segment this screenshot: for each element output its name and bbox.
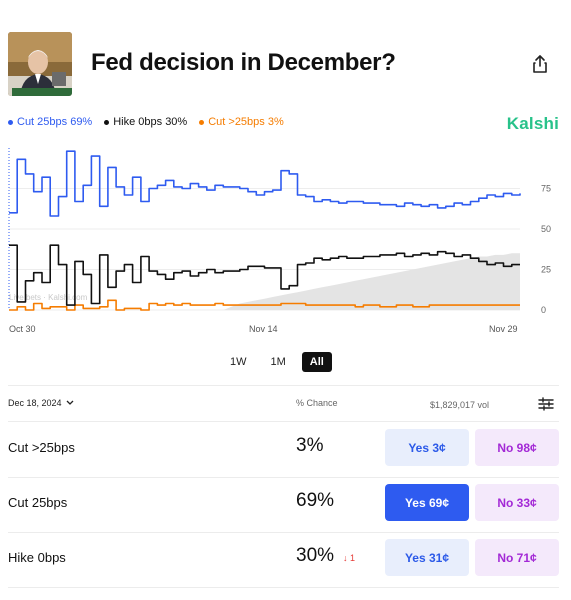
chart-watermark: Live bets · Kalshi.com <box>9 293 88 302</box>
x-tick-label: Oct 30 <box>9 324 36 334</box>
range-1w-button[interactable]: 1W <box>222 352 255 372</box>
divider <box>8 587 559 588</box>
range-all-button[interactable]: All <box>301 352 332 372</box>
volume-label: $1,829,017 vol <box>430 400 490 410</box>
legend-dot <box>8 119 13 125</box>
series-line <box>9 299 520 311</box>
divider <box>8 385 559 386</box>
outcomes-table-header: Dec 18, 2024 % Chance $1,829,017 vol <box>8 396 559 414</box>
buy-yes-button[interactable]: Yes 31¢ <box>385 539 469 576</box>
legend-item-cut-gt25: Cut >25bps 3% <box>199 116 284 128</box>
series-line <box>9 244 520 306</box>
price-chart-svg[interactable]: 75 50 25 0 Live bets · Kalshi.com Oct 30 Nov 1… <box>0 140 571 340</box>
range-1m-button[interactable]: 1M <box>263 352 294 372</box>
outcome-name: Hike 0bps <box>8 550 66 565</box>
legend-label: Hike 0bps 30% <box>113 116 188 128</box>
divider <box>8 421 559 422</box>
time-range-selector: 1W 1M All <box>222 352 332 372</box>
buy-yes-button[interactable]: Yes 3¢ <box>385 429 469 466</box>
legend-dot <box>199 119 205 125</box>
kalshi-logo: Kalshi <box>506 114 559 133</box>
y-tick-label: 75 <box>541 184 551 194</box>
chance-change: ↓ 1 <box>343 553 356 563</box>
price-chart[interactable]: 75 50 25 0 Live bets · Kalshi.com Oct 30 Nov 1… <box>0 140 571 340</box>
chevron-down-icon <box>66 400 74 405</box>
buy-no-button[interactable]: No 71¢ <box>475 539 559 576</box>
divider <box>8 477 559 478</box>
buy-no-button[interactable]: No 98¢ <box>475 429 559 466</box>
buy-no-button[interactable]: No 33¢ <box>475 484 559 521</box>
filter-sliders-icon[interactable] <box>538 396 554 412</box>
outcome-name: Cut >25bps <box>8 440 75 455</box>
y-tick-label: 0 <box>541 305 546 315</box>
outcome-chance: 3% <box>296 435 324 456</box>
legend-item-hike-0: Hike 0bps 30% <box>104 116 187 128</box>
series-line <box>9 150 521 217</box>
outcome-chance: 30% <box>296 545 335 566</box>
outcome-name: Cut 25bps <box>8 495 68 510</box>
legend-label: Cut >25bps 3% <box>208 116 284 128</box>
y-tick-label: 25 <box>541 265 551 275</box>
outcome-row-cut-gt25: Cut >25bps 3% Yes 3¢ No 98¢ <box>8 422 559 474</box>
outcome-row-cut-25: Cut 25bps 69% Yes 69¢ No 33¢ <box>8 477 559 529</box>
pct-chance-header: % Chance <box>296 398 338 408</box>
outcome-row-hike-0: Hike 0bps 30% ↓ 1 Yes 31¢ No 71¢ <box>8 532 559 584</box>
market-header: Fed decision in December? <box>8 32 563 96</box>
market-thumbnail <box>8 32 72 96</box>
volume-area <box>9 253 520 310</box>
legend-item-cut-25: Cut 25bps 69% <box>8 116 92 128</box>
legend-dot <box>104 119 110 125</box>
buy-yes-button[interactable]: Yes 69¢ <box>385 484 469 521</box>
x-tick-label: Nov 14 <box>249 324 278 334</box>
date-selector[interactable]: Dec 18, 2024 <box>8 398 74 408</box>
share-icon[interactable] <box>531 54 549 74</box>
market-title: Fed decision in December? <box>91 49 396 76</box>
divider <box>8 532 559 533</box>
chart-legend: Cut 25bps 69% Hike 0bps 30% Cut >25bps 3… <box>8 116 284 128</box>
outcome-chance: 69% <box>296 490 335 511</box>
legend-label: Cut 25bps 69% <box>17 116 93 128</box>
date-label: Dec 18, 2024 <box>8 398 62 408</box>
y-tick-label: 50 <box>541 224 551 234</box>
x-tick-label: Nov 29 <box>489 324 518 334</box>
